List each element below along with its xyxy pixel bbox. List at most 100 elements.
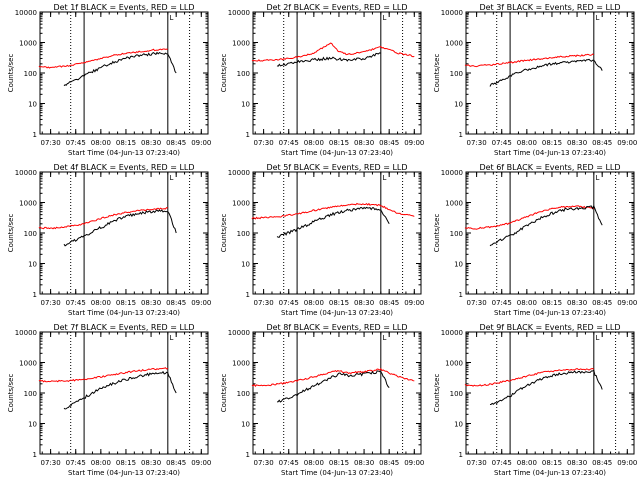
x-tick-label: 08:30	[141, 299, 161, 307]
y-tick-label: 10	[454, 101, 463, 109]
y-tick-label: 10	[28, 101, 37, 109]
x-tick-label: 07:30	[467, 139, 487, 147]
x-tick-label: 08:00	[91, 299, 111, 307]
x-tick-label: 07:45	[279, 299, 299, 307]
y-tick-label: 100	[450, 230, 463, 238]
x-tick-label: 07:45	[66, 459, 86, 467]
x-tick-label: 08:30	[567, 459, 587, 467]
series-events	[63, 51, 177, 87]
x-tick-label: 08:15	[542, 139, 562, 147]
x-tick-label: 08:15	[542, 459, 562, 467]
x-axis-label: Start Time (04-Jun-13 07:23:40)	[494, 309, 606, 317]
y-tick-label: 10000	[441, 329, 463, 337]
chart-title: Det 2f BLACK = Events, RED = LLD	[266, 3, 407, 12]
x-axis-label: Start Time (04-Jun-13 07:23:40)	[494, 469, 606, 477]
x-tick-label: 09:00	[191, 139, 211, 147]
x-tick-label: 08:15	[542, 299, 562, 307]
x-tick-label: 08:30	[354, 299, 374, 307]
y-tick-label: 1	[246, 131, 250, 139]
y-tick-label: 1000	[19, 200, 37, 208]
y-tick-label: 1	[246, 451, 250, 459]
x-tick-label: 09:00	[404, 299, 424, 307]
axis-frame	[39, 331, 209, 455]
y-tick-label: 100	[237, 390, 250, 398]
x-tick-label: 07:30	[41, 459, 61, 467]
y-tick-label: 10	[28, 261, 37, 269]
y-tick-label: 1000	[445, 360, 463, 368]
y-tick-label: 10000	[15, 329, 37, 337]
x-tick-label: 07:45	[279, 459, 299, 467]
x-axis-label: Start Time (04-Jun-13 07:23:40)	[68, 309, 180, 317]
corner-label: L	[595, 334, 599, 342]
x-tick-label: 09:00	[404, 139, 424, 147]
axis-frame	[465, 171, 635, 295]
y-tick-label: 100	[450, 70, 463, 78]
y-tick-label: 1000	[445, 200, 463, 208]
y-tick-label: 10000	[15, 9, 37, 17]
x-axis-label: Start Time (04-Jun-13 07:23:40)	[68, 149, 180, 157]
y-tick-label: 1	[459, 451, 463, 459]
y-tick-label: 10	[241, 261, 250, 269]
x-tick-label: 09:00	[617, 459, 637, 467]
x-tick-label: 07:30	[467, 299, 487, 307]
series-events	[276, 370, 390, 403]
y-tick-label: 10	[241, 421, 250, 429]
x-tick-label: 08:15	[116, 299, 136, 307]
y-tick-label: 100	[237, 70, 250, 78]
chart-title: Det 6f BLACK = Events, RED = LLD	[479, 163, 620, 172]
x-tick-label: 07:45	[66, 299, 86, 307]
y-tick-label: 1	[33, 291, 37, 299]
x-tick-label: 07:30	[41, 139, 61, 147]
corner-label: L	[169, 174, 173, 182]
x-tick-label: 08:00	[517, 299, 537, 307]
x-tick-label: 09:00	[191, 459, 211, 467]
y-tick-label: 1	[459, 131, 463, 139]
x-tick-label: 08:15	[116, 459, 136, 467]
x-axis-label: Start Time (04-Jun-13 07:23:40)	[281, 469, 393, 477]
x-tick-label: 08:45	[166, 299, 186, 307]
y-tick-label: 10	[241, 101, 250, 109]
series-events	[63, 370, 177, 410]
series-lld	[38, 367, 169, 383]
x-tick-label: 07:30	[254, 459, 274, 467]
series-events	[489, 58, 603, 87]
y-tick-label: 10000	[15, 169, 37, 177]
chart-panel-5: Det 5f BLACK = Events, RED = LLD 1 10 100 10…	[220, 163, 424, 317]
y-tick-label: 1	[33, 131, 37, 139]
x-tick-label: 08:30	[567, 299, 587, 307]
y-tick-label: 1000	[19, 40, 37, 48]
chart-panel-7: Det 7f BLACK = Events, RED = LLD 1 10 100 10…	[7, 323, 211, 477]
corner-label: L	[382, 14, 386, 22]
x-tick-label: 08:30	[354, 139, 374, 147]
series-lld	[251, 202, 415, 220]
axis-frame	[252, 171, 422, 295]
y-tick-label: 10000	[228, 329, 250, 337]
chart-panel-4: Det 4f BLACK = Events, RED = LLD 1 10 100 10…	[7, 163, 211, 317]
y-tick-label: 1000	[232, 200, 250, 208]
chart-title: Det 9f BLACK = Events, RED = LLD	[479, 323, 620, 332]
x-tick-label: 08:15	[329, 139, 349, 147]
series-lld	[464, 367, 595, 387]
y-axis-label: Counts/sec	[7, 374, 15, 413]
x-tick-label: 08:00	[91, 459, 111, 467]
y-tick-label: 1	[246, 291, 250, 299]
corner-label: L	[382, 174, 386, 182]
series-lld	[464, 205, 594, 230]
corner-label: L	[595, 174, 599, 182]
x-tick-label: 07:30	[467, 459, 487, 467]
series-lld	[251, 368, 415, 387]
x-axis-label: Start Time (04-Jun-13 07:23:40)	[281, 309, 393, 317]
series-events	[63, 209, 177, 247]
y-tick-label: 100	[450, 390, 463, 398]
x-tick-label: 07:30	[41, 299, 61, 307]
y-tick-label: 1000	[445, 40, 463, 48]
chart-title: Det 8f BLACK = Events, RED = LLD	[266, 323, 407, 332]
x-tick-label: 08:45	[592, 459, 612, 467]
y-tick-label: 10	[454, 261, 463, 269]
y-axis-label: Counts/sec	[220, 54, 228, 93]
x-tick-label: 07:45	[492, 459, 512, 467]
y-tick-label: 100	[24, 390, 37, 398]
y-tick-label: 10000	[228, 9, 250, 17]
axis-frame	[252, 11, 422, 135]
